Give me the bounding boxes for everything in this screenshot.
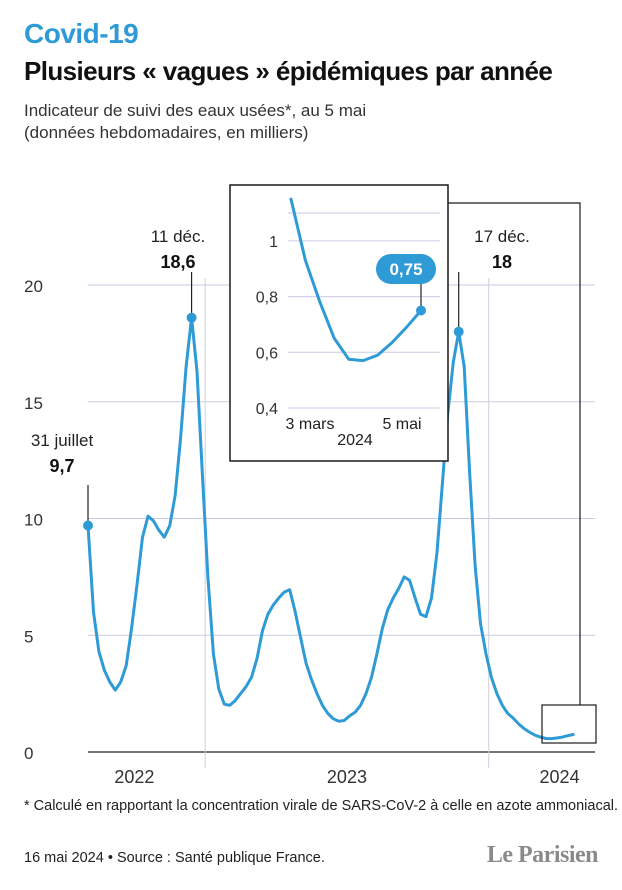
y-tick-label-15: 15	[24, 394, 43, 413]
annotation-date-0: 31 juillet	[31, 431, 94, 450]
footnote: * Calculé en rapportant la concentration…	[24, 798, 619, 814]
inset-y-tick-label-1: 0,6	[256, 345, 278, 362]
chart-subtitle: Indicateur de suivi des eaux usées*, au …	[24, 100, 366, 144]
subtitle-line-2: (données hebdomadaires, en milliers)	[24, 123, 309, 142]
annotation-date-2: 17 déc.	[474, 227, 530, 246]
y-tick-label-10: 10	[24, 511, 43, 530]
annotation-point-2	[453, 326, 464, 337]
inset-annotation-value: 0,75	[389, 260, 422, 279]
inset-x-label: 2024	[337, 432, 373, 449]
inset-annotation-point	[416, 305, 426, 316]
y-tick-label-5: 5	[24, 627, 33, 646]
x-tick-label-2023: 2023	[327, 767, 367, 787]
subtitle-line-1: Indicateur de suivi des eaux usées*, au …	[24, 101, 367, 120]
annotation-value-0: 9,7	[49, 456, 74, 476]
annotation-date-1: 11 déc.	[151, 227, 206, 246]
annotation-point-1	[186, 312, 197, 323]
zoom-connector	[448, 202, 581, 705]
inset-x-tick-label-1: 5 mai	[382, 416, 421, 433]
x-tick-label-2024: 2024	[540, 767, 580, 787]
zoom-highlight-box	[541, 704, 597, 744]
kicker: Covid-19	[24, 18, 139, 49]
inset-value-badge	[376, 254, 436, 284]
chart-title: Plusieurs « vagues » épidémiques par ann…	[24, 56, 553, 86]
source-line: 16 mai 2024 • Source : Santé publique Fr…	[24, 850, 325, 866]
series-line-main	[86, 316, 575, 741]
inset-y-tick-label-3: 1	[269, 234, 278, 251]
y-tick-label-0: 0	[24, 744, 33, 763]
y-tick-label-20: 20	[24, 277, 43, 296]
inset-series-line	[289, 197, 423, 363]
inset-x-tick-label-0: 3 mars	[286, 416, 335, 433]
annotation-value-1: 18,6	[160, 252, 195, 272]
annotation-value-2: 18	[492, 252, 512, 272]
x-tick-label-2022: 2022	[114, 767, 154, 787]
inset-y-tick-label-0: 0,4	[256, 401, 278, 418]
inset-y-tick-label-2: 0,8	[256, 290, 278, 307]
annotation-point-0	[83, 520, 93, 531]
le-parisien-logo: Le Parisien	[486, 842, 599, 868]
